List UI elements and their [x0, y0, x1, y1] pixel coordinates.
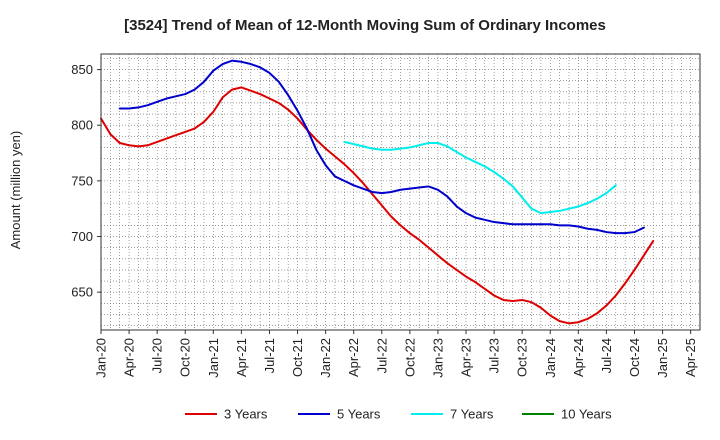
x-tick-label: Jan-23 [430, 338, 445, 378]
legend-label-10-years: 10 Years [561, 407, 612, 422]
x-tick-label: Oct-21 [290, 338, 305, 377]
plot-area [100, 59, 655, 325]
x-tick-label: Jan-25 [655, 338, 670, 378]
y-tick-label: 650 [71, 285, 93, 300]
x-tick-label: Apr-22 [346, 338, 361, 377]
axes: 650 700 750 800 850 Jan-20 Apr-20 Jul-20 Oct-20 J… [71, 62, 698, 378]
legend-label-7-years: 7 Years [450, 407, 494, 422]
legend: 3 Years 5 Years 7 Years 10 Years [185, 407, 612, 422]
x-tick-label: Jan-22 [318, 338, 333, 378]
x-tick-label: Apr-23 [459, 338, 474, 377]
x-tick-label: Apr-24 [571, 338, 586, 377]
x-tick-label: Oct-22 [402, 338, 417, 377]
x-tick-label: Jan-24 [543, 338, 558, 378]
x-tick-label: Oct-20 [178, 338, 193, 377]
x-tick-label: Jan-20 [94, 338, 109, 378]
grid [101, 54, 700, 330]
x-tick-label: Oct-24 [627, 338, 642, 377]
legend-label-5-years: 5 Years [337, 407, 381, 422]
y-axis-label: Amount (million yen) [8, 131, 23, 250]
x-tick-label: Jul-21 [262, 338, 277, 373]
legend-label-3-years: 3 Years [224, 407, 268, 422]
y-tick-label: 700 [71, 229, 93, 244]
x-tick-label: Apr-25 [683, 338, 698, 377]
y-tick-label: 850 [71, 62, 93, 77]
chart-title: [3524] Trend of Mean of 12-Month Moving … [124, 17, 606, 34]
series-line-5-years [118, 59, 645, 235]
x-tick-label: Jul-22 [374, 338, 389, 373]
x-tick-label: Jul-20 [150, 338, 165, 373]
x-tick-label: Apr-21 [234, 338, 249, 377]
x-tick-label: Jul-24 [599, 338, 614, 373]
x-tick-label: Jan-21 [206, 338, 221, 378]
series-line-3-years [100, 86, 655, 325]
series-line-7-years [343, 140, 617, 215]
y-tick-label: 750 [71, 173, 93, 188]
y-tick-label: 800 [71, 118, 93, 133]
x-tick-label: Apr-20 [122, 338, 137, 377]
x-tick-label: Oct-23 [515, 338, 530, 377]
plot-frame [100, 53, 701, 331]
x-tick-label: Jul-23 [487, 338, 502, 373]
